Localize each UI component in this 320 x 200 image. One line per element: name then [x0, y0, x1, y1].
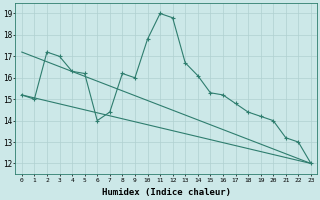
X-axis label: Humidex (Indice chaleur): Humidex (Indice chaleur) — [102, 188, 231, 197]
